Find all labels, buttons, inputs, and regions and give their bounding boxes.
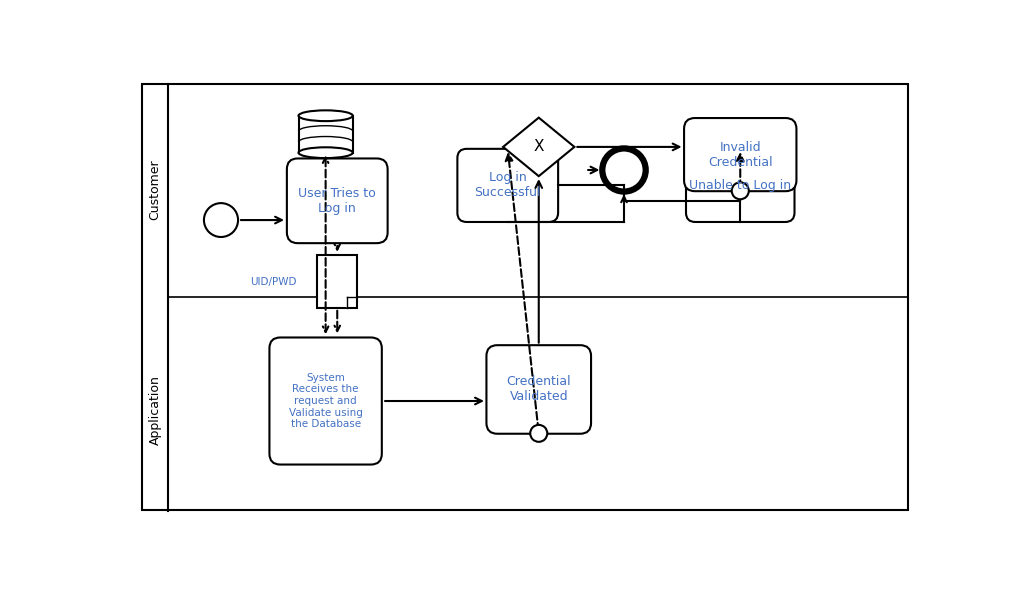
Text: Unable to Log in: Unable to Log in [689,179,792,192]
Circle shape [602,148,646,191]
Ellipse shape [299,147,352,158]
Polygon shape [346,297,357,308]
Text: User Tries to
Log in: User Tries to Log in [298,187,376,215]
Text: System
Receives the
request and
Validate using
the Database: System Receives the request and Validate… [289,373,362,429]
FancyBboxPatch shape [486,345,591,434]
FancyBboxPatch shape [269,337,382,465]
FancyBboxPatch shape [686,149,795,222]
Text: UID/PWD: UID/PWD [251,277,297,287]
Bar [317,256,357,308]
Circle shape [204,203,238,237]
Bar [299,110,352,147]
Text: X: X [534,140,544,154]
Text: Invalid
Credential: Invalid Credential [708,141,772,168]
Text: Log in
Successful: Log in Successful [474,171,541,200]
FancyBboxPatch shape [287,158,388,243]
Circle shape [732,183,749,199]
Circle shape [530,425,547,442]
Ellipse shape [299,110,352,121]
Text: Customer: Customer [148,160,162,220]
FancyBboxPatch shape [458,149,558,222]
Text: Application: Application [148,375,162,445]
Polygon shape [503,118,574,176]
Text: Credential
Validated: Credential Validated [507,375,571,403]
FancyBboxPatch shape [684,118,797,191]
